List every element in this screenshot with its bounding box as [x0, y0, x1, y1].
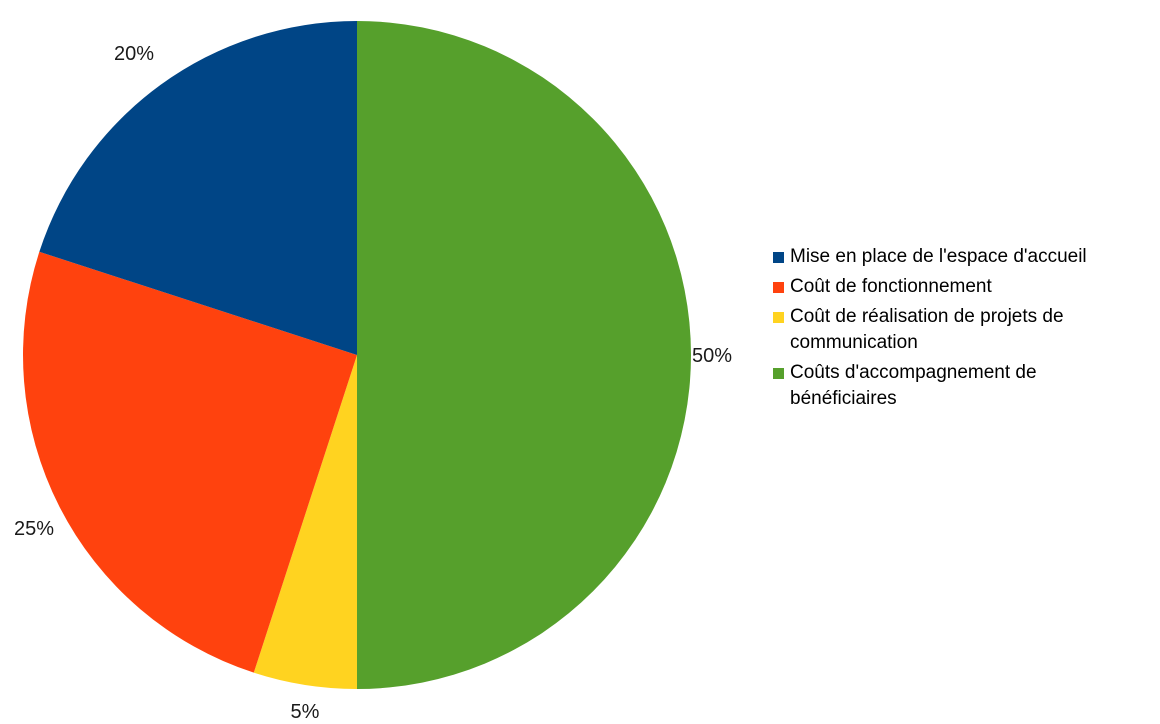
pie-slice: [23, 251, 357, 673]
legend-swatch: [773, 312, 784, 323]
legend-swatch: [773, 252, 784, 263]
legend-item-accompagnement: Coûts d'accompagnement de bénéficiaires: [773, 360, 1153, 412]
slice-value-label: 20%: [114, 43, 154, 65]
slice-value-label: 50%: [692, 345, 732, 367]
legend-label: Coûts d'accompagnement de bénéficiaires: [790, 362, 1037, 409]
pie-slice: [253, 355, 357, 689]
chart-legend: Mise en place de l'espace d'accueil Coût…: [773, 244, 1153, 416]
legend-item-espace-accueil: Mise en place de l'espace d'accueil: [773, 244, 1153, 270]
slice-value-label: 25%: [14, 518, 54, 540]
legend-item-communication: Coût de réalisation de projets de commun…: [773, 304, 1153, 356]
legend-swatch: [773, 282, 784, 293]
legend-swatch: [773, 368, 784, 379]
pie-slice: [39, 21, 357, 355]
legend-label: Mise en place de l'espace d'accueil: [790, 246, 1087, 267]
pie-chart: 50% 5% 25% 20%: [14, 21, 732, 723]
slice-value-label: 5%: [291, 701, 320, 723]
legend-item-fonctionnement: Coût de fonctionnement: [773, 274, 1153, 300]
legend-label: Coût de réalisation de projets de commun…: [790, 306, 1064, 353]
legend-label: Coût de fonctionnement: [790, 276, 992, 297]
pie-slice: [357, 21, 691, 689]
